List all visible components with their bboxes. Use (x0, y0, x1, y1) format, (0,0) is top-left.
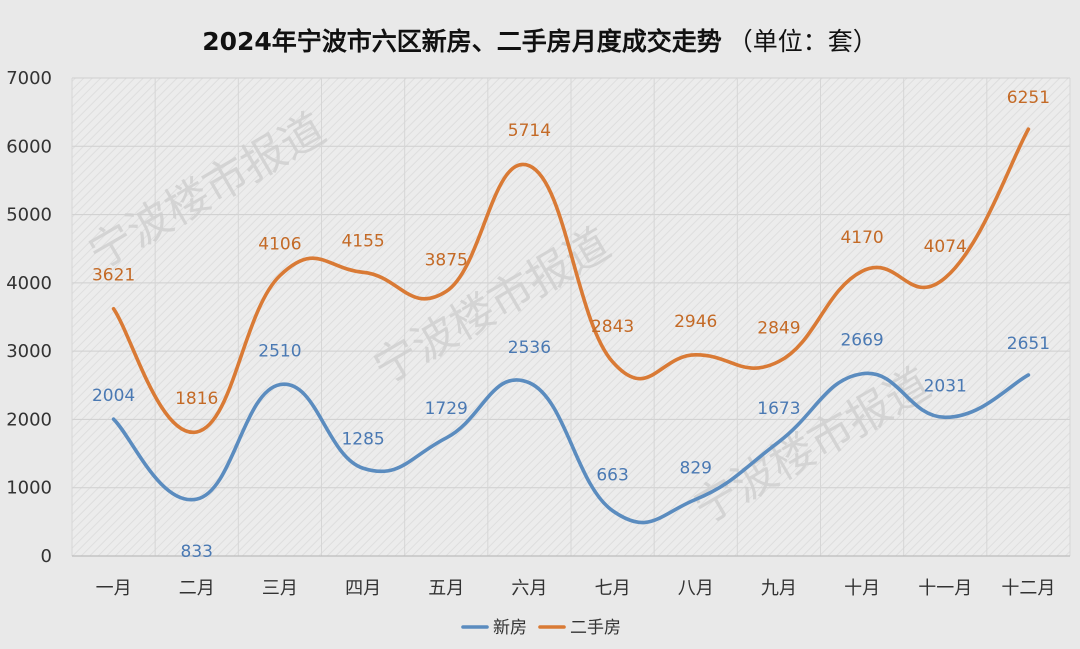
data-label: 2669 (840, 331, 883, 351)
data-label: 2849 (757, 318, 800, 338)
series-line-new (111, 371, 1031, 525)
series-line-second-hand (111, 127, 1031, 434)
data-label: 4155 (341, 231, 384, 251)
x-tick-label: 二月 (179, 578, 215, 599)
data-label: 4074 (924, 237, 967, 257)
data-label: 2946 (674, 312, 717, 332)
x-tick-label: 四月 (345, 578, 381, 599)
x-tick-label: 十一月 (918, 578, 972, 599)
y-tick-label: 6000 (6, 136, 52, 157)
data-label: 2651 (1007, 334, 1050, 354)
data-label: 4106 (258, 235, 301, 255)
x-tick-label: 六月 (511, 578, 547, 599)
x-tick-label: 十月 (844, 578, 880, 599)
data-label: 2004 (92, 386, 135, 406)
data-label: 3875 (425, 250, 468, 270)
y-tick-label: 5000 (6, 205, 52, 226)
y-tick-label: 1000 (6, 478, 52, 499)
chart-subtitle: （单位：套） (727, 27, 878, 56)
x-tick-label: 十二月 (1001, 578, 1055, 599)
y-tick-label: 3000 (6, 341, 52, 362)
data-label: 6251 (1007, 88, 1050, 108)
legend-label: 新房 (493, 618, 527, 638)
data-label: 829 (680, 458, 712, 478)
x-tick-label: 一月 (96, 578, 132, 599)
chart-title: 2024年宁波市六区新房、二手房月度成交走势 (202, 27, 722, 56)
data-label: 2843 (591, 317, 634, 337)
data-label: 3621 (92, 266, 135, 286)
data-label: 1816 (175, 389, 218, 409)
x-tick-label: 三月 (262, 578, 298, 599)
legend-label: 二手房 (570, 618, 621, 638)
chart-title-line: 2024年宁波市六区新房、二手房月度成交走势 （单位：套） (0, 22, 1080, 58)
data-label: 833 (181, 542, 213, 562)
data-label: 1673 (757, 399, 800, 419)
data-label: 1285 (341, 429, 384, 449)
x-tick-label: 五月 (428, 578, 464, 599)
x-tick-label: 九月 (761, 578, 797, 599)
data-label: 4170 (840, 228, 883, 248)
y-tick-label: 4000 (6, 273, 52, 294)
x-tick-label: 八月 (678, 578, 714, 599)
x-tick-label: 七月 (595, 578, 631, 599)
data-label: 5714 (508, 121, 551, 141)
y-tick-label: 0 (41, 546, 52, 567)
data-label: 663 (596, 466, 628, 486)
data-label: 1729 (425, 399, 468, 419)
y-tick-label: 2000 (6, 409, 52, 430)
y-tick-label: 7000 (6, 68, 52, 89)
data-label: 2536 (508, 338, 551, 358)
data-label: 2031 (924, 376, 967, 396)
data-label: 2510 (258, 342, 301, 362)
